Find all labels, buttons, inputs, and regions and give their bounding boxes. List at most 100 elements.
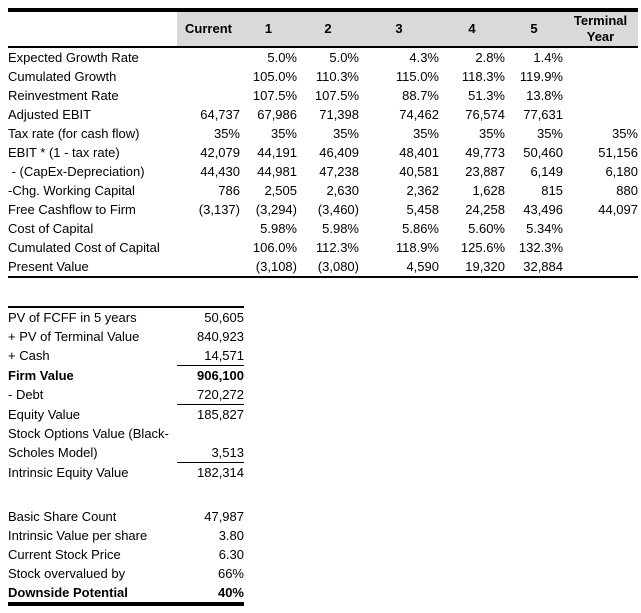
column-header-terminal-year: Terminal Year — [563, 10, 638, 47]
value-cell: 5.60% — [468, 221, 505, 236]
row-label: Stock Options Value (Black- — [8, 426, 169, 441]
value-cell: 44,097 — [598, 202, 638, 217]
table-row: Adjusted EBIT 64,737 67,986 71,398 74,462 76,… — [8, 105, 638, 124]
row-label: Downside Potential — [8, 585, 128, 600]
value-cell: 35% — [611, 126, 638, 141]
value-cell: 6.30 — [218, 547, 244, 562]
value-cell: 14,571 — [177, 346, 244, 366]
value-cell: (3,080) — [317, 259, 359, 274]
value-cell — [563, 238, 638, 257]
column-header-year-5: 5 — [505, 10, 563, 47]
value-cell: 44,430 — [200, 164, 240, 179]
table-row: PV of FCFF in 5 years 50,605 — [8, 307, 244, 327]
value-cell — [177, 257, 240, 277]
value-cell: 110.3% — [315, 69, 359, 84]
row-label: Free Cashflow to Firm — [8, 202, 136, 217]
value-cell — [563, 47, 638, 67]
value-cell: 720,272 — [177, 385, 244, 405]
value-cell: 51,156 — [598, 145, 638, 160]
share-metrics-table: Basic Share Count 47,987 Intrinsic Value p… — [8, 507, 244, 606]
table-row: Free Cashflow to Firm (3,137) (3,294) (3,46… — [8, 200, 638, 219]
value-cell: 51.3% — [468, 88, 505, 103]
value-cell: 43,496 — [523, 202, 563, 217]
value-cell: 132.3% — [518, 240, 563, 255]
value-cell: 2.8% — [475, 50, 505, 65]
value-cell: 47,987 — [204, 509, 244, 524]
value-cell: 2,630 — [326, 183, 359, 198]
row-label: Adjusted EBIT — [8, 107, 92, 122]
value-cell: 19,320 — [465, 259, 505, 274]
row-label: Current Stock Price — [8, 547, 121, 562]
value-cell: 106.0% — [252, 240, 297, 255]
row-label: + PV of Terminal Value — [8, 329, 140, 344]
row-label: -Chg. Working Capital — [8, 183, 135, 198]
dcf-table-body: Expected Growth Rate 5.0% 5.0% 4.3% 2.8% 1.4%… — [8, 47, 638, 277]
value-cell: 118.9% — [395, 240, 439, 255]
row-label: Intrinsic Value per share — [8, 528, 148, 543]
table-row: Basic Share Count 47,987 — [8, 507, 244, 526]
row-label: Firm Value — [8, 367, 74, 383]
value-cell: 815 — [541, 183, 563, 198]
table-row: Cumulated Cost of Capital 106.0% 112.3% 118… — [8, 238, 638, 257]
table-row: Intrinsic Equity Value 182,314 — [8, 463, 244, 483]
value-cell: 88.7% — [402, 88, 439, 103]
value-cell: 107.5% — [314, 88, 359, 103]
table-row: Scholes Model) 3,513 — [8, 443, 244, 463]
valuation-summary-body: PV of FCFF in 5 years 50,605 + PV of Termi… — [8, 307, 244, 482]
row-label: Present Value — [8, 259, 89, 274]
table-row: - (CapEx-Depreciation) 44,430 44,981 47,238… — [8, 162, 638, 181]
table-row: Cost of Capital 5.98% 5.98% 5.86% 5.60% 5.34% — [8, 219, 638, 238]
table-row: Equity Value 185,827 — [8, 405, 244, 425]
value-cell: 5.0% — [267, 50, 297, 65]
value-cell: 44,191 — [257, 145, 297, 160]
table-row: Tax rate (for cash flow) 35% 35% 35% 35% 35% 3… — [8, 124, 638, 143]
value-cell: 5.98% — [260, 221, 297, 236]
value-cell: 5.0% — [329, 50, 359, 65]
table-row: Firm Value 906,100 — [8, 366, 244, 386]
value-cell — [177, 86, 240, 105]
value-cell: 185,827 — [197, 407, 244, 422]
value-cell — [563, 67, 638, 86]
value-cell: (3,460) — [317, 202, 359, 217]
value-cell: 13.8% — [526, 88, 563, 103]
value-cell: 125.6% — [460, 240, 505, 255]
value-cell: 107.5% — [252, 88, 297, 103]
table-row: Cumulated Growth 105.0% 110.3% 115.0% 118.3%… — [8, 67, 638, 86]
table-row: Stock overvalued by 66% — [8, 564, 244, 583]
value-cell: 64,737 — [200, 107, 240, 122]
value-cell: 49,773 — [465, 145, 505, 160]
value-cell: 42,079 — [200, 145, 240, 160]
value-cell — [177, 47, 240, 67]
value-cell: 906,100 — [197, 368, 244, 383]
value-cell: 35% — [213, 126, 240, 141]
value-cell: 105.0% — [252, 69, 297, 84]
row-label: PV of FCFF in 5 years — [8, 310, 137, 325]
value-cell: 74,462 — [399, 107, 439, 122]
table-row: Intrinsic Value per share 3.80 — [8, 526, 244, 545]
value-cell: 24,258 — [465, 202, 505, 217]
value-cell: 880 — [616, 183, 638, 198]
value-cell: 840,923 — [197, 329, 244, 344]
row-label: - Debt — [8, 387, 44, 403]
row-label: Intrinsic Equity Value — [8, 464, 129, 480]
table-row: Present Value (3,108) (3,080) 4,590 19,320 32… — [8, 257, 638, 277]
table-row: - Debt 720,272 — [8, 385, 244, 405]
value-cell: 40,581 — [399, 164, 439, 179]
value-cell: 44,981 — [257, 164, 297, 179]
value-cell: (3,108) — [255, 259, 297, 274]
row-label: Stock overvalued by — [8, 566, 126, 581]
value-cell: 48,401 — [399, 145, 439, 160]
value-cell: 71,398 — [319, 107, 359, 122]
row-label: EBIT * (1 - tax rate) — [8, 145, 120, 160]
value-cell: 35% — [270, 126, 297, 141]
row-label: Basic Share Count — [8, 509, 117, 524]
valuation-summary-table: PV of FCFF in 5 years 50,605 + PV of Termi… — [8, 306, 244, 482]
value-cell: 786 — [218, 183, 240, 198]
value-cell: 40% — [217, 585, 244, 600]
value-cell: 2,505 — [264, 183, 297, 198]
value-cell: 76,574 — [465, 107, 505, 122]
value-cell: 77,631 — [523, 107, 563, 122]
value-cell: 5.98% — [322, 221, 359, 236]
value-cell — [563, 105, 638, 124]
row-label: Equity Value — [8, 406, 81, 422]
